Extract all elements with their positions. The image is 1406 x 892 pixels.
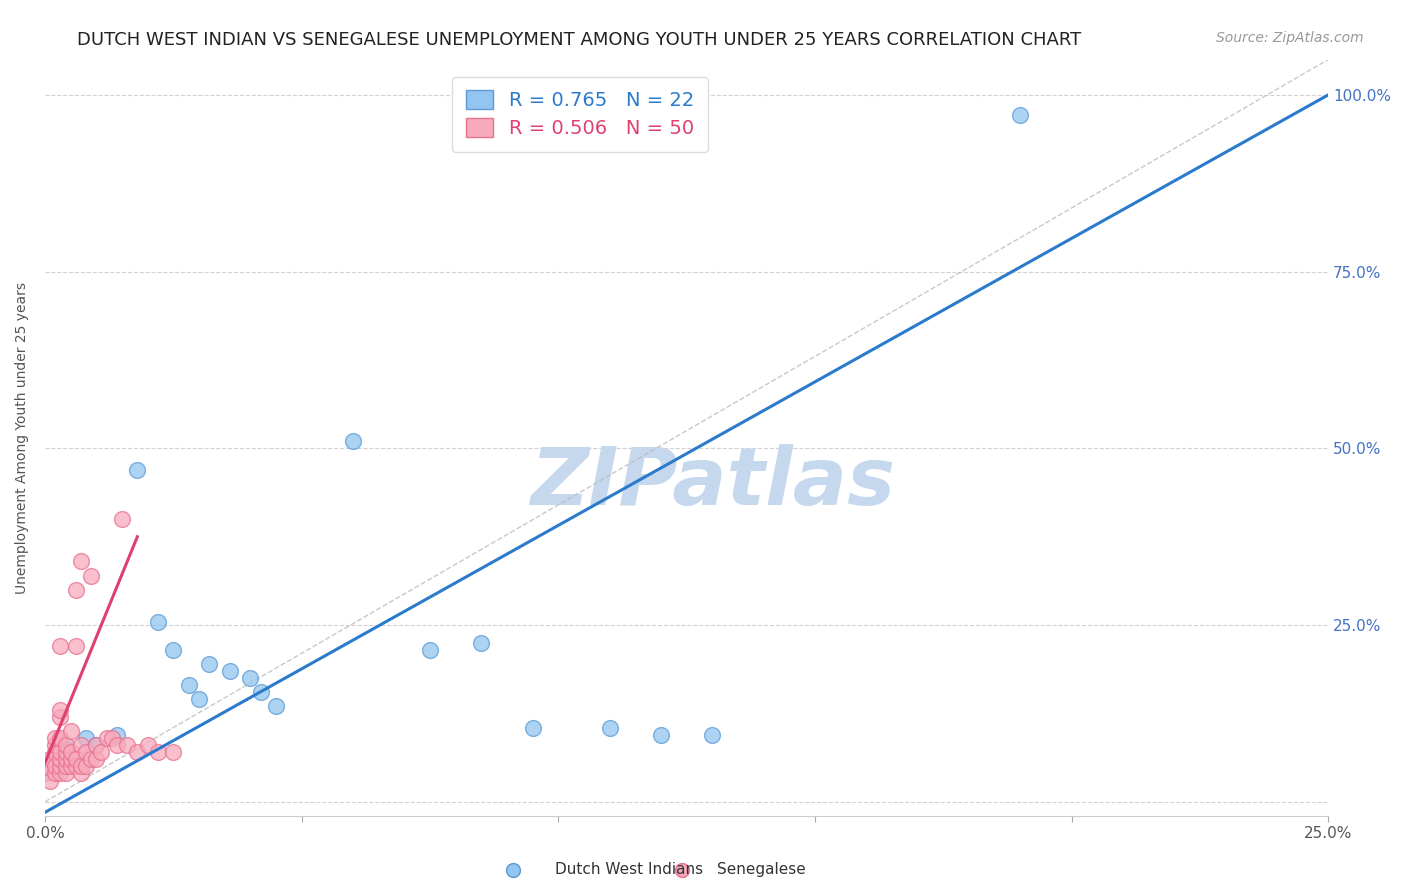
Point (39, 773, 62, 788)
Point (84, 738, 107, 752)
Point (264, 699, 287, 714)
Point (599, 721, 621, 735)
Y-axis label: Unemployment Among Youth under 25 years: Unemployment Among Youth under 25 years (15, 282, 30, 594)
Point (59, 724, 82, 739)
Point (70, 766, 93, 780)
Text: Senegalese: Senegalese (717, 863, 806, 877)
Point (75, 759, 97, 773)
Point (70, 759, 93, 773)
Point (105, 738, 128, 752)
Point (136, 738, 159, 752)
Point (80, 568, 103, 582)
Point (218, 664, 240, 678)
Point (70, 554, 93, 568)
Point (65, 752, 87, 766)
Point (49, 759, 72, 773)
Point (84, 738, 107, 752)
Point (34, 759, 56, 773)
Point (702, 728, 724, 742)
Point (249, 685, 271, 699)
Point (127, 462, 149, 476)
Text: Source: ZipAtlas.com: Source: ZipAtlas.com (1216, 31, 1364, 45)
Point (100, 731, 122, 746)
Point (49, 752, 72, 766)
Point (55, 759, 77, 773)
Point (49, 640, 72, 654)
Point (96, 731, 118, 746)
Point (162, 745, 184, 759)
Text: Dutch West Indians: Dutch West Indians (555, 863, 703, 877)
Point (419, 642, 441, 657)
Point (650, 728, 672, 742)
Point (55, 766, 77, 780)
Point (49, 710, 72, 724)
Point (65, 582, 87, 597)
Point (342, 434, 364, 449)
Point (44, 759, 66, 773)
Text: DUTCH WEST INDIAN VS SENEGALESE UNEMPLOYMENT AMONG YOUTH UNDER 25 YEARS CORRELAT: DUTCH WEST INDIAN VS SENEGALESE UNEMPLOY… (77, 31, 1081, 49)
Legend: R = 0.765   N = 22, R = 0.506   N = 50: R = 0.765 N = 22, R = 0.506 N = 50 (453, 77, 707, 152)
Point (115, 738, 138, 752)
Point (198, 657, 221, 671)
Point (34, 766, 56, 780)
Point (44, 766, 66, 780)
Point (105, 728, 128, 742)
Point (55, 752, 77, 766)
Point (59, 759, 82, 773)
Point (522, 721, 544, 735)
Point (55, 738, 77, 752)
Point (177, 678, 200, 692)
Point (84, 752, 107, 766)
Point (75, 731, 97, 746)
Point (111, 512, 134, 526)
Point (75, 745, 97, 759)
Point (1010, 108, 1032, 122)
Point (49, 766, 72, 780)
Point (162, 642, 184, 657)
Point (59, 745, 82, 759)
Point (65, 759, 87, 773)
Point (49, 703, 72, 717)
Text: ZIPatlas: ZIPatlas (530, 444, 894, 522)
Point (80, 752, 103, 766)
Point (59, 752, 82, 766)
Point (90, 745, 112, 759)
Point (55, 741, 77, 756)
Point (146, 745, 169, 759)
Point (146, 615, 169, 629)
Point (44, 738, 66, 752)
Point (470, 636, 492, 650)
Point (55, 745, 77, 759)
Point (65, 640, 87, 654)
Point (70, 738, 93, 752)
Point (44, 745, 66, 759)
Point (127, 745, 149, 759)
Point (39, 752, 62, 766)
Point (49, 745, 72, 759)
Point (49, 731, 72, 746)
Point (188, 692, 211, 706)
Point (239, 671, 262, 685)
Point (44, 731, 66, 746)
